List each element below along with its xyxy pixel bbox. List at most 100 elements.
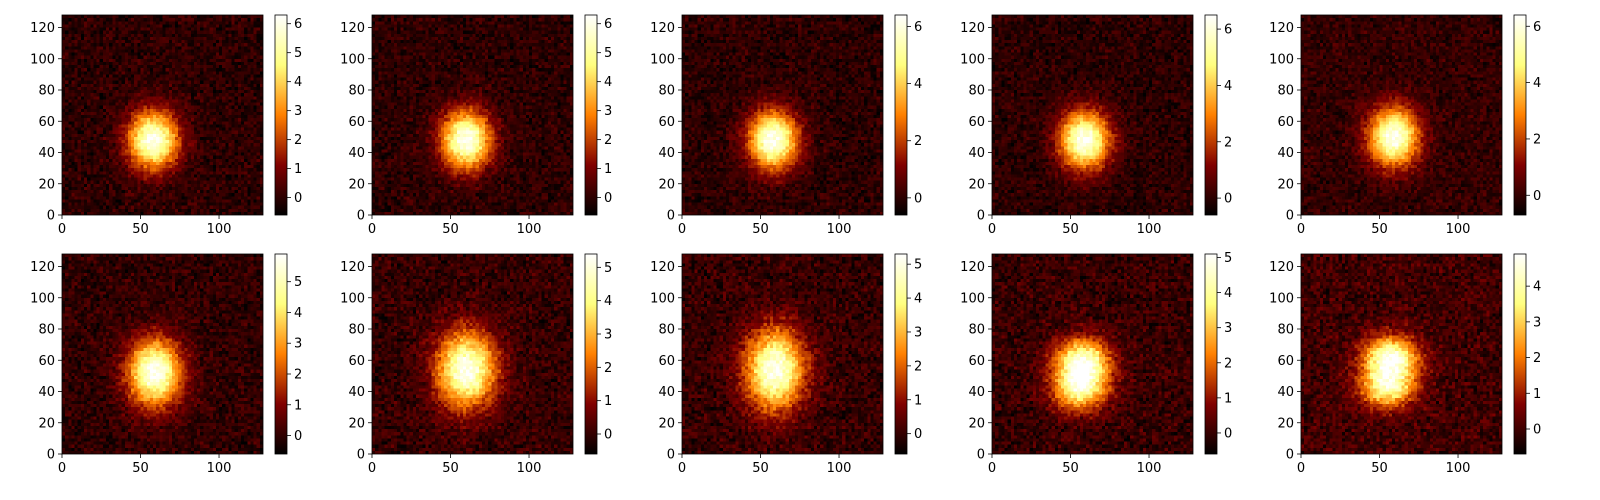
panel-10: 0 50 100 0 20 40 60 80 100 120 0 1 2 3 4: [1269, 253, 1541, 476]
y-tick-label: 40: [38, 385, 55, 400]
y-tick-label: 60: [348, 354, 365, 369]
y-tick-label: 80: [1277, 323, 1294, 338]
x-tick-label: 0: [368, 461, 376, 476]
colorbar-tick-label: 2: [1224, 135, 1232, 150]
y-tick-label: 80: [968, 323, 985, 338]
colorbar: [1204, 14, 1218, 216]
heatmap-image: [372, 254, 573, 454]
x-tick-label: 50: [1062, 461, 1079, 476]
colorbar-tick-label: 2: [1533, 132, 1541, 147]
colorbar-tick-label: 6: [1224, 23, 1232, 38]
colorbar-tick-label: 6: [604, 17, 612, 32]
colorbar-tick-label: 4: [1224, 286, 1232, 301]
x-tick-label: 50: [1371, 222, 1388, 237]
colorbar: [1204, 253, 1218, 455]
x-tick-label: 100: [517, 222, 542, 237]
x-tick-label: 50: [442, 461, 459, 476]
y-tick-label: 100: [960, 291, 985, 306]
x-tick-label: 50: [752, 222, 769, 237]
x-tick-label: 100: [1446, 461, 1471, 476]
colorbar-tick-label: 3: [604, 104, 612, 119]
colorbar-tick-label: 3: [294, 337, 302, 352]
y-tick-label: 40: [968, 146, 985, 161]
colorbar-tick-label: 1: [914, 393, 922, 408]
y-tick-label: 40: [348, 385, 365, 400]
colorbar-tick-label: 0: [1224, 192, 1232, 207]
y-tick-label: 100: [960, 52, 985, 67]
colorbar-tick-label: 4: [604, 75, 612, 90]
colorbar-tick-label: 0: [1533, 189, 1541, 204]
panel-2: 0 50 100 0 20 40 60 80 100 120 0 1 2 3 4 5 6: [340, 14, 612, 237]
axes-frame: [991, 14, 1194, 216]
y-tick-label: 120: [340, 21, 365, 36]
y-tick-label: 40: [658, 146, 675, 161]
y-tick-label: 120: [960, 21, 985, 36]
colorbar-tick-label: 1: [1533, 387, 1541, 402]
colorbar-tick-label: 2: [1533, 351, 1541, 366]
colorbar-tick-label: 2: [1224, 356, 1232, 371]
colorbar-tick-label: 0: [604, 191, 612, 206]
axes-frame: [681, 14, 884, 216]
y-tick-label: 0: [357, 448, 365, 463]
panel-6: 0 50 100 0 20 40 60 80 100 120 0 1 2 3 4 5: [30, 253, 302, 476]
y-tick-label: 40: [1277, 385, 1294, 400]
y-tick-label: 20: [658, 416, 675, 431]
colorbar-tick-label: 6: [1533, 20, 1541, 35]
axes-frame: [371, 253, 574, 455]
axes-frame: [991, 253, 1194, 455]
colorbar: [894, 253, 908, 455]
colorbar-tick-label: 5: [914, 258, 922, 273]
y-tick-label: 20: [38, 177, 55, 192]
colorbar-tick-label: 5: [604, 261, 612, 276]
y-tick-label: 20: [1277, 416, 1294, 431]
colorbar-tick-label: 5: [294, 275, 302, 290]
y-tick-label: 60: [1277, 354, 1294, 369]
colorbar-tick-label: 1: [294, 398, 302, 413]
heatmap-image: [62, 254, 263, 454]
panel-4: 0 50 100 0 20 40 60 80 100 120 0 2 4 6: [960, 14, 1232, 237]
axes-frame: [681, 253, 884, 455]
colorbar-tick-label: 3: [604, 328, 612, 343]
y-tick-label: 80: [38, 84, 55, 99]
y-tick-label: 80: [658, 323, 675, 338]
colorbar-tick-label: 0: [1533, 423, 1541, 438]
colorbar-tick-label: 1: [604, 394, 612, 409]
x-tick-label: 0: [988, 222, 996, 237]
colorbar-tick-label: 1: [294, 162, 302, 177]
colorbar-tick-label: 5: [604, 46, 612, 61]
x-tick-label: 100: [207, 461, 232, 476]
y-tick-label: 60: [658, 115, 675, 130]
x-tick-label: 0: [1297, 461, 1305, 476]
y-tick-label: 60: [38, 115, 55, 130]
y-tick-label: 60: [1277, 115, 1294, 130]
y-tick-label: 120: [1269, 260, 1294, 275]
x-tick-label: 100: [827, 222, 852, 237]
heatmap-image: [992, 254, 1193, 454]
colorbar-tick-label: 2: [914, 134, 922, 149]
colorbar-tick-label: 0: [914, 191, 922, 206]
colorbar-tick-label: 3: [294, 104, 302, 119]
colorbar-tick-label: 2: [294, 133, 302, 148]
x-tick-label: 50: [1371, 461, 1388, 476]
y-tick-label: 80: [658, 84, 675, 99]
x-tick-label: 100: [1137, 461, 1162, 476]
heatmap-image: [682, 254, 883, 454]
y-tick-label: 100: [650, 291, 675, 306]
colorbar-tick-label: 4: [294, 75, 302, 90]
colorbar: [1513, 253, 1527, 455]
y-tick-label: 100: [1269, 52, 1294, 67]
y-tick-label: 0: [667, 448, 675, 463]
colorbar-tick-label: 0: [294, 429, 302, 444]
axes-frame: [61, 253, 264, 455]
y-tick-label: 120: [30, 260, 55, 275]
y-tick-label: 0: [667, 209, 675, 224]
colorbar-tick-label: 4: [1224, 79, 1232, 94]
y-tick-label: 0: [977, 209, 985, 224]
axes-frame: [1300, 14, 1503, 216]
x-tick-label: 100: [1446, 222, 1471, 237]
y-tick-label: 20: [968, 416, 985, 431]
y-tick-label: 60: [658, 354, 675, 369]
axes-frame: [61, 14, 264, 216]
